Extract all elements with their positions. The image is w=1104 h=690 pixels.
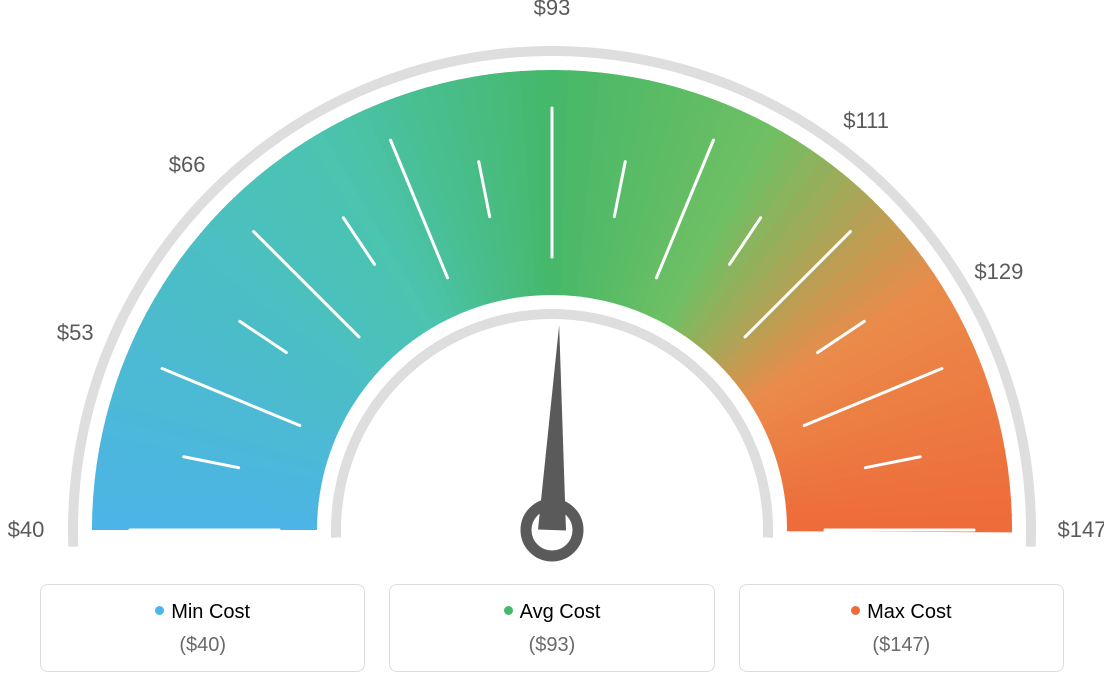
legend-card-avg: Avg Cost ($93) xyxy=(389,584,714,672)
legend-title-max: Max Cost xyxy=(750,601,1053,624)
gauge-tick-label: $147 xyxy=(1058,517,1104,543)
legend-dot-max xyxy=(851,606,860,615)
gauge-tick-label: $111 xyxy=(843,108,889,134)
legend-dot-avg xyxy=(504,606,513,615)
gauge-tick-label: $93 xyxy=(534,0,571,21)
gauge-svg xyxy=(0,0,1104,570)
legend-card-min: Min Cost ($40) xyxy=(40,584,365,672)
gauge-tick-label: $66 xyxy=(169,152,206,178)
legend-dot-min xyxy=(155,606,164,615)
legend-value-max: ($147) xyxy=(750,634,1053,657)
gauge-tick-label: $53 xyxy=(57,320,94,346)
legend-value-avg: ($93) xyxy=(400,634,703,657)
legend-title-avg: Avg Cost xyxy=(400,601,703,624)
legend-label-max: Max Cost xyxy=(867,601,951,623)
legend-title-min: Min Cost xyxy=(51,601,354,624)
gauge-chart: $40 $53 $66 $93 $111 $129 $147 xyxy=(0,0,1104,570)
gauge-tick-label: $129 xyxy=(974,259,1023,285)
legend-value-min: ($40) xyxy=(51,634,354,657)
legend-label-avg: Avg Cost xyxy=(520,601,601,623)
legend-label-min: Min Cost xyxy=(171,601,250,623)
legend-row: Min Cost ($40) Avg Cost ($93) Max Cost (… xyxy=(40,584,1064,672)
cost-gauge-widget: $40 $53 $66 $93 $111 $129 $147 Min Cost ($40) … xyxy=(0,0,1104,690)
gauge-tick-label: $40 xyxy=(8,517,45,543)
legend-card-max: Max Cost ($147) xyxy=(739,584,1064,672)
